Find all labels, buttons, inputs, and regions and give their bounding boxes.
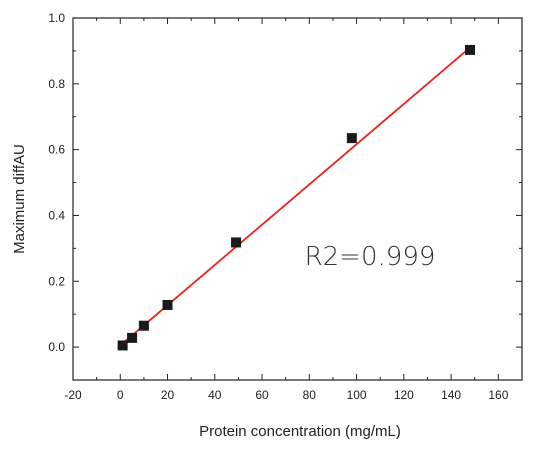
x-tick-label: 120 [394, 388, 414, 402]
x-tick-label: 20 [161, 388, 175, 402]
y-axis-ticks: 0.0 0.2 0.4 0.6 0.8 1.0 [48, 11, 522, 354]
x-tick-label: 160 [488, 388, 508, 402]
y-tick-label: 0.8 [48, 77, 65, 91]
x-axis-ticks: -20 0 20 40 60 80 100 120 140 160 [64, 18, 509, 402]
x-tick-label: 0 [117, 388, 124, 402]
y-tick-label: 0.6 [48, 143, 65, 157]
y-tick-label: 0.0 [48, 340, 65, 354]
y-axis-title: Maximum diffAU [11, 144, 28, 254]
data-point [127, 332, 138, 343]
data-point [162, 299, 173, 310]
data-point [465, 44, 476, 55]
y-tick-label: 0.2 [48, 274, 65, 288]
x-tick-label: 100 [347, 388, 367, 402]
data-point [138, 320, 149, 331]
x-tick-label: 60 [255, 388, 269, 402]
data-point [117, 340, 128, 351]
data-point [231, 237, 242, 248]
x-tick-label: 140 [441, 388, 461, 402]
fit-line-group [119, 46, 471, 347]
fit-line [119, 46, 471, 347]
x-tick-label: -20 [64, 388, 82, 402]
y-tick-label: 0.4 [48, 208, 65, 222]
data-point [346, 133, 357, 144]
x-tick-label: 80 [303, 388, 317, 402]
plot-frame [72, 17, 523, 381]
x-axis-title: Protein concentration (mg/mL) [199, 423, 401, 440]
data-points [117, 44, 476, 351]
r2-annotation: R2=0.999 [305, 242, 436, 272]
y-tick-label: 1.0 [48, 11, 65, 25]
x-tick-label: 40 [208, 388, 222, 402]
